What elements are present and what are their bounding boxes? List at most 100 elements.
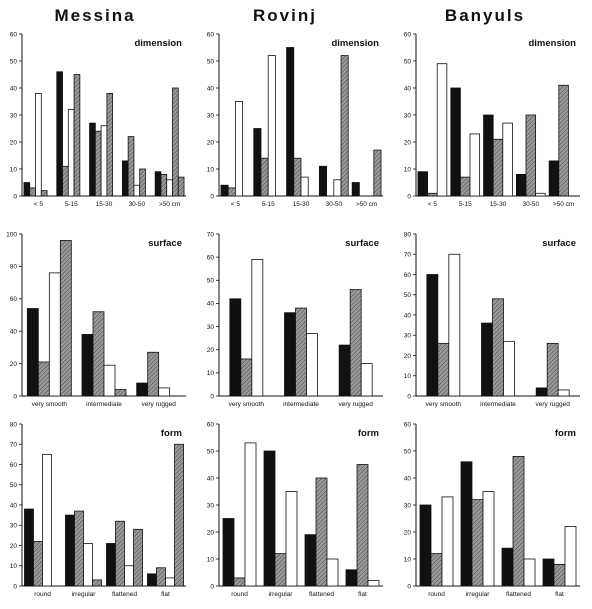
bar (35, 93, 42, 197)
x-tick-label: 15-30 (96, 201, 113, 208)
bar (450, 87, 461, 197)
x-tick-label: < 5 (428, 201, 438, 208)
y-tick-label: 20 (207, 139, 215, 146)
panel-title: dimension (331, 38, 379, 49)
x-tick-label: flat (555, 591, 564, 598)
bar (564, 526, 577, 587)
y-tick-label: 60 (207, 421, 215, 428)
bar (160, 173, 168, 197)
bar (56, 71, 63, 197)
y-tick-label: 10 (10, 166, 18, 173)
y-tick-label: 50 (10, 58, 18, 65)
y-tick-label: 0 (210, 393, 214, 400)
y-tick-label: 20 (10, 361, 18, 368)
y-tick-label: 60 (404, 272, 412, 279)
bar (315, 477, 328, 587)
bar (419, 504, 432, 587)
y-tick-label: 50 (207, 278, 215, 285)
bar (293, 157, 302, 197)
bar (460, 461, 473, 587)
y-tick-label: 100 (6, 231, 17, 238)
bar (174, 443, 184, 587)
bar (482, 491, 495, 587)
y-tick-label: 30 (10, 112, 18, 119)
y-tick-label: 30 (404, 502, 412, 509)
x-tick-label: very rugged (142, 401, 177, 408)
y-tick-label: 60 (404, 31, 412, 38)
bar (26, 308, 39, 397)
bar (172, 87, 179, 197)
bar (430, 553, 443, 587)
bar (373, 149, 382, 197)
bar (92, 311, 105, 397)
y-tick-label: 60 (404, 421, 412, 428)
bar (133, 184, 141, 197)
bar (326, 558, 339, 587)
bar (274, 553, 287, 587)
x-tick-label: 30-50 (522, 201, 539, 208)
y-tick-label: 30 (207, 112, 215, 119)
bar (483, 114, 494, 197)
bar (59, 240, 72, 397)
bar (523, 558, 536, 587)
panel-title: form (555, 428, 576, 439)
x-tick-label: 5-15 (262, 201, 275, 208)
x-tick-label: round (231, 591, 248, 598)
y-tick-label: 30 (404, 333, 412, 340)
chart-banyuls-surface: 0 10 20 30 40 50 60 70 80 surface very smooth inter… (404, 231, 580, 408)
bar (115, 520, 125, 587)
bar (525, 114, 537, 197)
y-tick-label: 0 (210, 583, 214, 590)
bar (441, 496, 454, 587)
y-tick-label: 70 (10, 442, 18, 449)
bar (535, 387, 548, 397)
y-tick-label: 50 (404, 58, 412, 65)
y-tick-label: 80 (10, 421, 18, 428)
y-tick-label: 10 (404, 556, 412, 563)
bar (62, 165, 69, 197)
x-tick-label: 5-15 (65, 201, 78, 208)
bar (81, 334, 94, 397)
bar (503, 340, 515, 397)
y-tick-label: 20 (404, 529, 412, 536)
bar (154, 171, 162, 197)
bar (177, 176, 185, 197)
bar (33, 541, 43, 587)
bar (229, 298, 242, 397)
y-tick-label: 30 (207, 324, 215, 331)
bar (360, 363, 373, 397)
bar (114, 389, 127, 397)
y-tick-label: 60 (207, 31, 215, 38)
bar (147, 351, 160, 397)
bar (448, 253, 461, 397)
chart-messina-form: 0 10 20 30 40 50 60 70 80 form round irregular flatt… (10, 421, 186, 598)
panel-title: surface (148, 238, 182, 249)
x-tick-label: flattened (112, 591, 137, 598)
bar (136, 382, 149, 397)
x-tick-label: 5-15 (459, 201, 472, 208)
bar (73, 74, 81, 197)
y-tick-label: 20 (207, 347, 215, 354)
bar (37, 361, 50, 397)
y-tick-label: 20 (404, 353, 412, 360)
bar (220, 184, 229, 197)
bar (139, 168, 146, 197)
site-title-banyuls: Banyuls (444, 6, 526, 25)
bar (251, 259, 264, 397)
bar (253, 128, 262, 197)
y-tick-label: 40 (10, 502, 18, 509)
panel-title: dimension (134, 38, 182, 49)
bar (558, 84, 569, 197)
y-tick-label: 60 (10, 462, 18, 469)
bar (338, 344, 351, 397)
bar (222, 518, 235, 587)
bar (165, 577, 175, 587)
bar (147, 573, 157, 587)
chart-rovinj-surface: 0 10 20 30 40 50 60 70 surface very smooth interme… (207, 231, 383, 408)
bar (127, 136, 135, 197)
bar (306, 333, 318, 397)
y-tick-label: 40 (207, 85, 215, 92)
x-tick-label: < 5 (231, 201, 241, 208)
bar (285, 491, 298, 587)
y-tick-label: 50 (404, 292, 412, 299)
